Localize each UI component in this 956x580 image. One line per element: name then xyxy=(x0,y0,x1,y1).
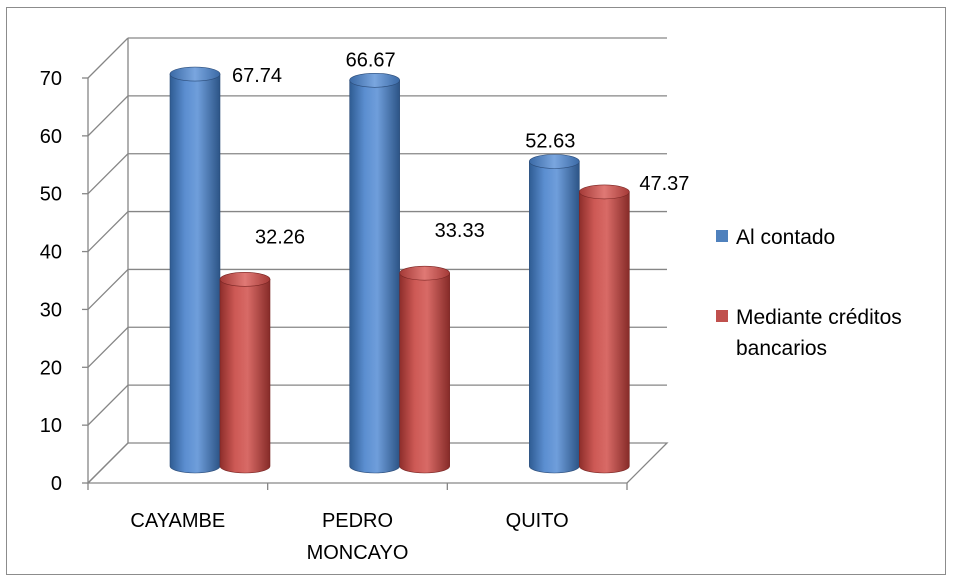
gridline-side xyxy=(87,37,129,79)
legend-entry: Mediante créditos bancarios xyxy=(716,306,902,360)
legend-swatch xyxy=(716,310,728,322)
legend: Al contado Mediante créditos bancarios xyxy=(716,226,902,360)
bar xyxy=(219,272,271,474)
bar-body xyxy=(579,191,630,474)
chart-frame xyxy=(6,7,946,575)
gridline-side xyxy=(87,384,129,426)
bar-top xyxy=(349,72,400,88)
bar-top xyxy=(169,66,221,82)
data-label: 47.37 xyxy=(639,173,689,195)
data-label: 66.67 xyxy=(346,49,396,71)
y-tick-label: 60 xyxy=(40,126,62,148)
bar xyxy=(579,184,630,474)
data-label: 33.33 xyxy=(435,220,485,242)
y-tick-label: 20 xyxy=(40,357,62,379)
legend-label: Al contado xyxy=(736,226,835,249)
bar xyxy=(399,265,450,474)
data-label: 67.74 xyxy=(232,65,282,87)
bar xyxy=(529,154,580,474)
x-tick-label: MONCAYO xyxy=(307,542,409,564)
y-tick-label: 40 xyxy=(40,242,62,264)
bar-body xyxy=(169,73,221,474)
y-tick-label: 10 xyxy=(40,415,62,437)
legend-label: Mediante créditos xyxy=(736,306,902,329)
gridline-side xyxy=(87,153,129,195)
y-tick-label: 50 xyxy=(40,184,62,206)
gridline-side xyxy=(87,211,129,253)
legend-label: bancarios xyxy=(736,337,827,360)
bar-top xyxy=(219,272,271,287)
x-tick-label: PEDRO xyxy=(322,510,393,532)
gridline-side xyxy=(87,268,129,310)
bar-body xyxy=(529,161,580,474)
legend-entry: Al contado xyxy=(716,226,835,249)
gridline-side xyxy=(87,95,129,137)
bar xyxy=(169,66,221,474)
bar-top xyxy=(579,184,630,200)
x-tick-label: QUITO xyxy=(506,510,569,532)
data-label: 52.63 xyxy=(525,130,575,152)
y-tick-label: 0 xyxy=(51,473,62,495)
bar-body xyxy=(349,79,400,474)
data-labels: 67.74 66.67 52.63 32.26 33.33 47.37 xyxy=(232,49,689,248)
bar-top xyxy=(529,154,580,169)
legend-swatch xyxy=(716,230,728,242)
y-tick-label: 30 xyxy=(40,299,62,321)
bar xyxy=(349,72,400,474)
axes: 0 10 20 30 40 50 60 70 CAYAMBE PEDRO MONCAYO QUITO xyxy=(40,68,669,564)
x-tick-label: CAYAMBE xyxy=(130,510,225,532)
bars xyxy=(169,66,630,474)
bar-top xyxy=(399,265,450,281)
gridline-side xyxy=(87,326,129,368)
data-label: 32.26 xyxy=(255,226,305,248)
bar-body xyxy=(399,272,450,474)
y-tick-label: 70 xyxy=(40,68,62,90)
bar-body xyxy=(219,279,271,474)
